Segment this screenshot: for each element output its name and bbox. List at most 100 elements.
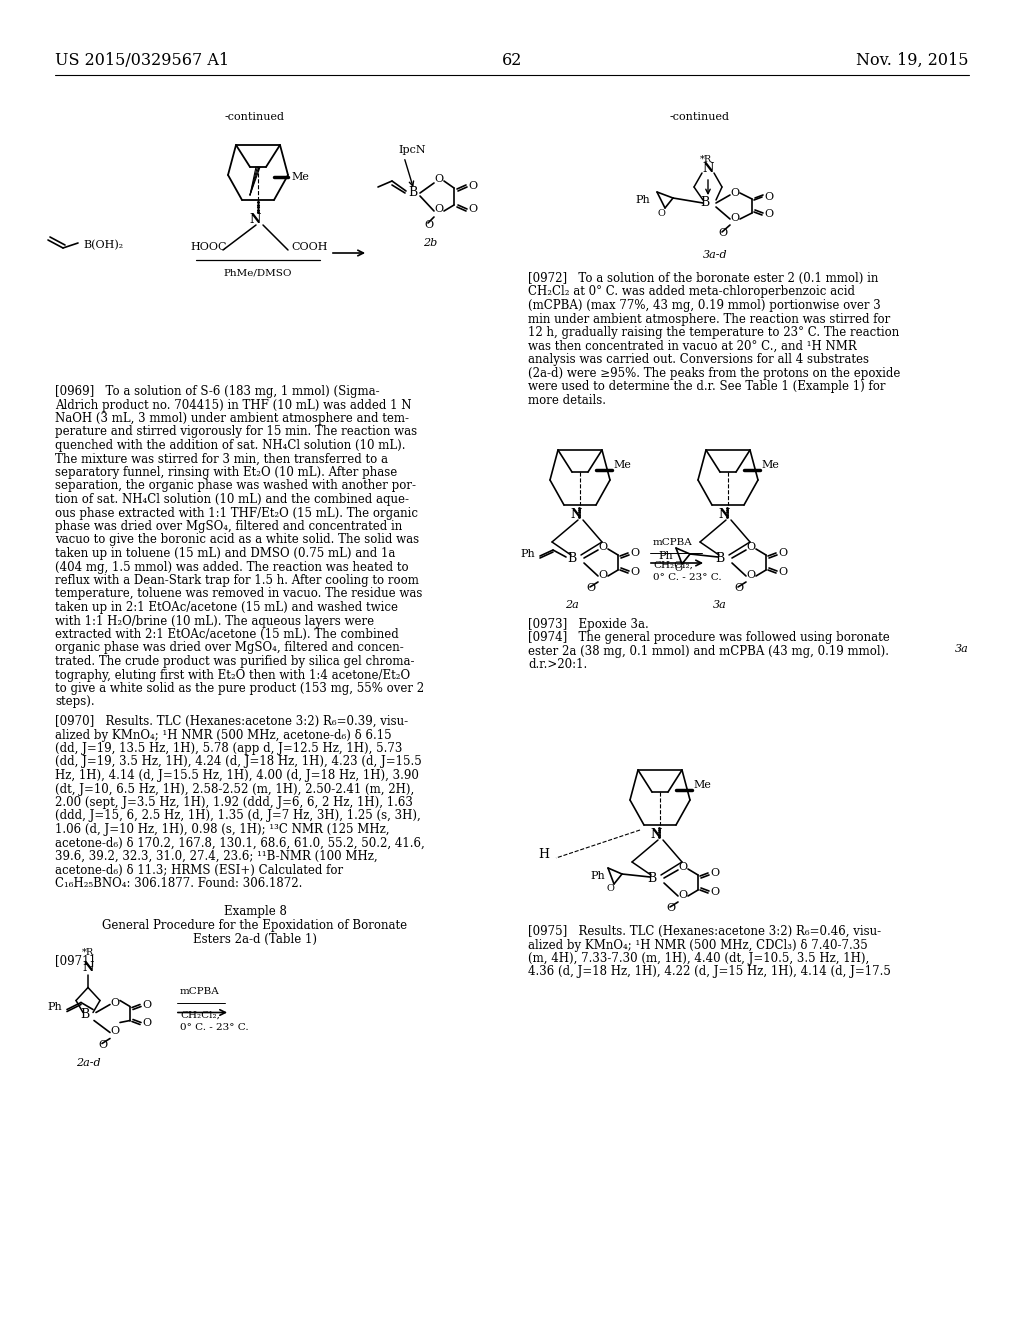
Text: Me: Me bbox=[613, 459, 631, 470]
Text: O: O bbox=[630, 548, 639, 558]
Text: vacuo to give the boronic acid as a white solid. The solid was: vacuo to give the boronic acid as a whit… bbox=[55, 533, 419, 546]
Text: 3a-d: 3a-d bbox=[702, 249, 727, 260]
Text: [0975]   Results. TLC (Hexanes:acetone 3:2) R₆=0.46, visu-: [0975] Results. TLC (Hexanes:acetone 3:2… bbox=[528, 925, 881, 939]
Text: trated. The crude product was purified by silica gel chroma-: trated. The crude product was purified b… bbox=[55, 655, 415, 668]
Text: O: O bbox=[764, 191, 773, 202]
Text: PhMe/DMSO: PhMe/DMSO bbox=[224, 268, 292, 277]
Text: (ddd, J=15, 6, 2.5 Hz, 1H), 1.35 (d, J=7 Hz, 3H), 1.25 (s, 3H),: (ddd, J=15, 6, 2.5 Hz, 1H), 1.35 (d, J=7… bbox=[55, 809, 421, 822]
Text: Aldrich product no. 704415) in THF (10 mL) was added 1 N: Aldrich product no. 704415) in THF (10 m… bbox=[55, 399, 412, 412]
Text: 12 h, gradually raising the temperature to 23° C. The reaction: 12 h, gradually raising the temperature … bbox=[528, 326, 899, 339]
Text: Me: Me bbox=[291, 172, 309, 182]
Text: Example 8: Example 8 bbox=[223, 904, 287, 917]
Text: N: N bbox=[82, 961, 93, 974]
Text: reflux with a Dean-Stark trap for 1.5 h. After cooling to room: reflux with a Dean-Stark trap for 1.5 h.… bbox=[55, 574, 419, 587]
Text: mCPBA: mCPBA bbox=[653, 539, 693, 546]
Text: [0969]   To a solution of S-6 (183 mg, 1 mmol) (Sigma-: [0969] To a solution of S-6 (183 mg, 1 m… bbox=[55, 385, 380, 399]
Text: B(OH)₂: B(OH)₂ bbox=[83, 240, 123, 251]
Text: *R: *R bbox=[82, 948, 94, 957]
Text: separation, the organic phase was washed with another por-: separation, the organic phase was washed… bbox=[55, 479, 416, 492]
Text: CH₂Cl₂,: CH₂Cl₂, bbox=[653, 561, 693, 570]
Text: O: O bbox=[657, 209, 665, 218]
Text: O: O bbox=[734, 583, 743, 593]
Text: temperature, toluene was removed in vacuo. The residue was: temperature, toluene was removed in vacu… bbox=[55, 587, 422, 601]
Text: 3a: 3a bbox=[955, 644, 969, 653]
Text: [0974]   The general procedure was followed using boronate: [0974] The general procedure was followe… bbox=[528, 631, 890, 644]
Text: organic phase was dried over MgSO₄, filtered and concen-: organic phase was dried over MgSO₄, filt… bbox=[55, 642, 403, 655]
Text: B: B bbox=[567, 552, 577, 565]
Text: O: O bbox=[730, 187, 739, 198]
Text: COOH: COOH bbox=[291, 242, 328, 252]
Text: alized by KMnO₄; ¹H NMR (500 MHz, acetone-d₆) δ 6.15: alized by KMnO₄; ¹H NMR (500 MHz, aceton… bbox=[55, 729, 391, 742]
Text: O: O bbox=[142, 1019, 152, 1028]
Text: ester 2a (38 mg, 0.1 mmol) and mCPBA (43 mg, 0.19 mmol).: ester 2a (38 mg, 0.1 mmol) and mCPBA (43… bbox=[528, 645, 889, 657]
Text: Me: Me bbox=[693, 780, 711, 789]
Text: (dt, J=10, 6.5 Hz, 1H), 2.58-2.52 (m, 1H), 2.50-2.41 (m, 2H),: (dt, J=10, 6.5 Hz, 1H), 2.58-2.52 (m, 1H… bbox=[55, 783, 415, 796]
Text: alized by KMnO₄; ¹H NMR (500 MHz, CDCl₃) δ 7.40-7.35: alized by KMnO₄; ¹H NMR (500 MHz, CDCl₃)… bbox=[528, 939, 867, 952]
Text: ous phase extracted with 1:1 THF/Et₂O (15 mL). The organic: ous phase extracted with 1:1 THF/Et₂O (1… bbox=[55, 507, 418, 520]
Text: O: O bbox=[598, 570, 607, 579]
Text: O: O bbox=[586, 583, 595, 593]
Text: -continued: -continued bbox=[670, 112, 730, 121]
Text: [0971]: [0971] bbox=[55, 954, 94, 968]
Text: [0970]   Results. TLC (Hexanes:acetone 3:2) R₆=0.39, visu-: [0970] Results. TLC (Hexanes:acetone 3:2… bbox=[55, 715, 409, 729]
Text: N: N bbox=[249, 213, 261, 226]
Text: Esters 2a-d (Table 1): Esters 2a-d (Table 1) bbox=[193, 932, 317, 945]
Text: N: N bbox=[650, 828, 662, 841]
Text: CH₂Cl₂,: CH₂Cl₂, bbox=[180, 1011, 220, 1019]
Text: [0973]   Epoxide 3a.: [0973] Epoxide 3a. bbox=[528, 618, 649, 631]
Text: separatory funnel, rinsing with Et₂O (10 mL). After phase: separatory funnel, rinsing with Et₂O (10… bbox=[55, 466, 397, 479]
Text: US 2015/0329567 A1: US 2015/0329567 A1 bbox=[55, 51, 229, 69]
Text: Hz, 1H), 4.14 (d, J=15.5 Hz, 1H), 4.00 (d, J=18 Hz, 1H), 3.90: Hz, 1H), 4.14 (d, J=15.5 Hz, 1H), 4.00 (… bbox=[55, 770, 419, 781]
Text: O: O bbox=[110, 998, 119, 1007]
Text: H: H bbox=[538, 849, 549, 862]
Text: N: N bbox=[570, 508, 582, 521]
Text: O: O bbox=[764, 209, 773, 219]
Text: were used to determine the d.r. See Table 1 (Example 1) for: were used to determine the d.r. See Tabl… bbox=[528, 380, 886, 393]
Text: (mCPBA) (max 77%, 43 mg, 0.19 mmol) portionwise over 3: (mCPBA) (max 77%, 43 mg, 0.19 mmol) port… bbox=[528, 300, 881, 312]
Text: *R: *R bbox=[700, 154, 713, 164]
Text: perature and stirred vigorously for 15 min. The reaction was: perature and stirred vigorously for 15 m… bbox=[55, 425, 417, 438]
Text: (404 mg, 1.5 mmol) was added. The reaction was heated to: (404 mg, 1.5 mmol) was added. The reacti… bbox=[55, 561, 409, 573]
Text: (m, 4H), 7.33-7.30 (m, 1H), 4.40 (dt, J=10.5, 3.5 Hz, 1H),: (m, 4H), 7.33-7.30 (m, 1H), 4.40 (dt, J=… bbox=[528, 952, 869, 965]
Text: Me: Me bbox=[761, 459, 779, 470]
Text: CH₂Cl₂ at 0° C. was added meta-chloroperbenzoic acid: CH₂Cl₂ at 0° C. was added meta-chloroper… bbox=[528, 285, 855, 298]
Text: O: O bbox=[778, 568, 787, 577]
Text: d.r.>20:1.: d.r.>20:1. bbox=[528, 659, 587, 672]
Text: O: O bbox=[718, 228, 727, 238]
Text: The mixture was stirred for 3 min, then transferred to a: The mixture was stirred for 3 min, then … bbox=[55, 453, 388, 466]
Text: O: O bbox=[424, 220, 433, 230]
Text: tography, eluting first with Et₂O then with 1:4 acetone/Et₂O: tography, eluting first with Et₂O then w… bbox=[55, 668, 411, 681]
Text: extracted with 2:1 EtOAc/acetone (15 mL). The combined: extracted with 2:1 EtOAc/acetone (15 mL)… bbox=[55, 628, 398, 642]
Text: O: O bbox=[110, 1027, 119, 1036]
Text: analysis was carried out. Conversions for all 4 substrates: analysis was carried out. Conversions fo… bbox=[528, 352, 869, 366]
Text: mCPBA: mCPBA bbox=[180, 987, 220, 997]
Text: 2a-d: 2a-d bbox=[76, 1057, 100, 1068]
Text: (2a-d) were ≥95%. The peaks from the protons on the epoxide: (2a-d) were ≥95%. The peaks from the pro… bbox=[528, 367, 900, 380]
Text: O: O bbox=[678, 890, 687, 900]
Text: O: O bbox=[142, 999, 152, 1010]
Text: O: O bbox=[710, 869, 719, 878]
Text: B: B bbox=[716, 552, 725, 565]
Text: O: O bbox=[434, 205, 443, 214]
Text: quenched with the addition of sat. NH₄Cl solution (10 mL).: quenched with the addition of sat. NH₄Cl… bbox=[55, 440, 406, 451]
Text: was then concentrated in vacuo at 20° C., and ¹H NMR: was then concentrated in vacuo at 20° C.… bbox=[528, 339, 857, 352]
Text: tion of sat. NH₄Cl solution (10 mL) and the combined aque-: tion of sat. NH₄Cl solution (10 mL) and … bbox=[55, 492, 409, 506]
Text: 2a: 2a bbox=[565, 601, 579, 610]
Text: N: N bbox=[718, 508, 730, 521]
Text: [0972]   To a solution of the boronate ester 2 (0.1 mmol) in: [0972] To a solution of the boronate est… bbox=[528, 272, 879, 285]
Text: C₁₆H₂₅BNO₄: 306.1877. Found: 306.1872.: C₁₆H₂₅BNO₄: 306.1877. Found: 306.1872. bbox=[55, 876, 302, 890]
Text: to give a white solid as the pure product (153 mg, 55% over 2: to give a white solid as the pure produc… bbox=[55, 682, 424, 696]
Text: 2b: 2b bbox=[423, 238, 437, 248]
Text: Ph: Ph bbox=[590, 871, 605, 880]
Text: taken up in toluene (15 mL) and DMSO (0.75 mL) and 1a: taken up in toluene (15 mL) and DMSO (0.… bbox=[55, 546, 395, 560]
Text: NaOH (3 mL, 3 mmol) under ambient atmosphere and tem-: NaOH (3 mL, 3 mmol) under ambient atmosp… bbox=[55, 412, 409, 425]
Text: 0° C. - 23° C.: 0° C. - 23° C. bbox=[653, 573, 722, 582]
Text: 0° C. - 23° C.: 0° C. - 23° C. bbox=[180, 1023, 249, 1031]
Text: O: O bbox=[468, 205, 477, 214]
Text: O: O bbox=[630, 568, 639, 577]
Text: Ph: Ph bbox=[47, 1002, 61, 1012]
Text: acetone-d₆) δ 11.3; HRMS (ESI+) Calculated for: acetone-d₆) δ 11.3; HRMS (ESI+) Calculat… bbox=[55, 863, 343, 876]
Text: IpcN: IpcN bbox=[398, 145, 426, 154]
Text: O: O bbox=[730, 213, 739, 223]
Text: Ph: Ph bbox=[635, 195, 650, 205]
